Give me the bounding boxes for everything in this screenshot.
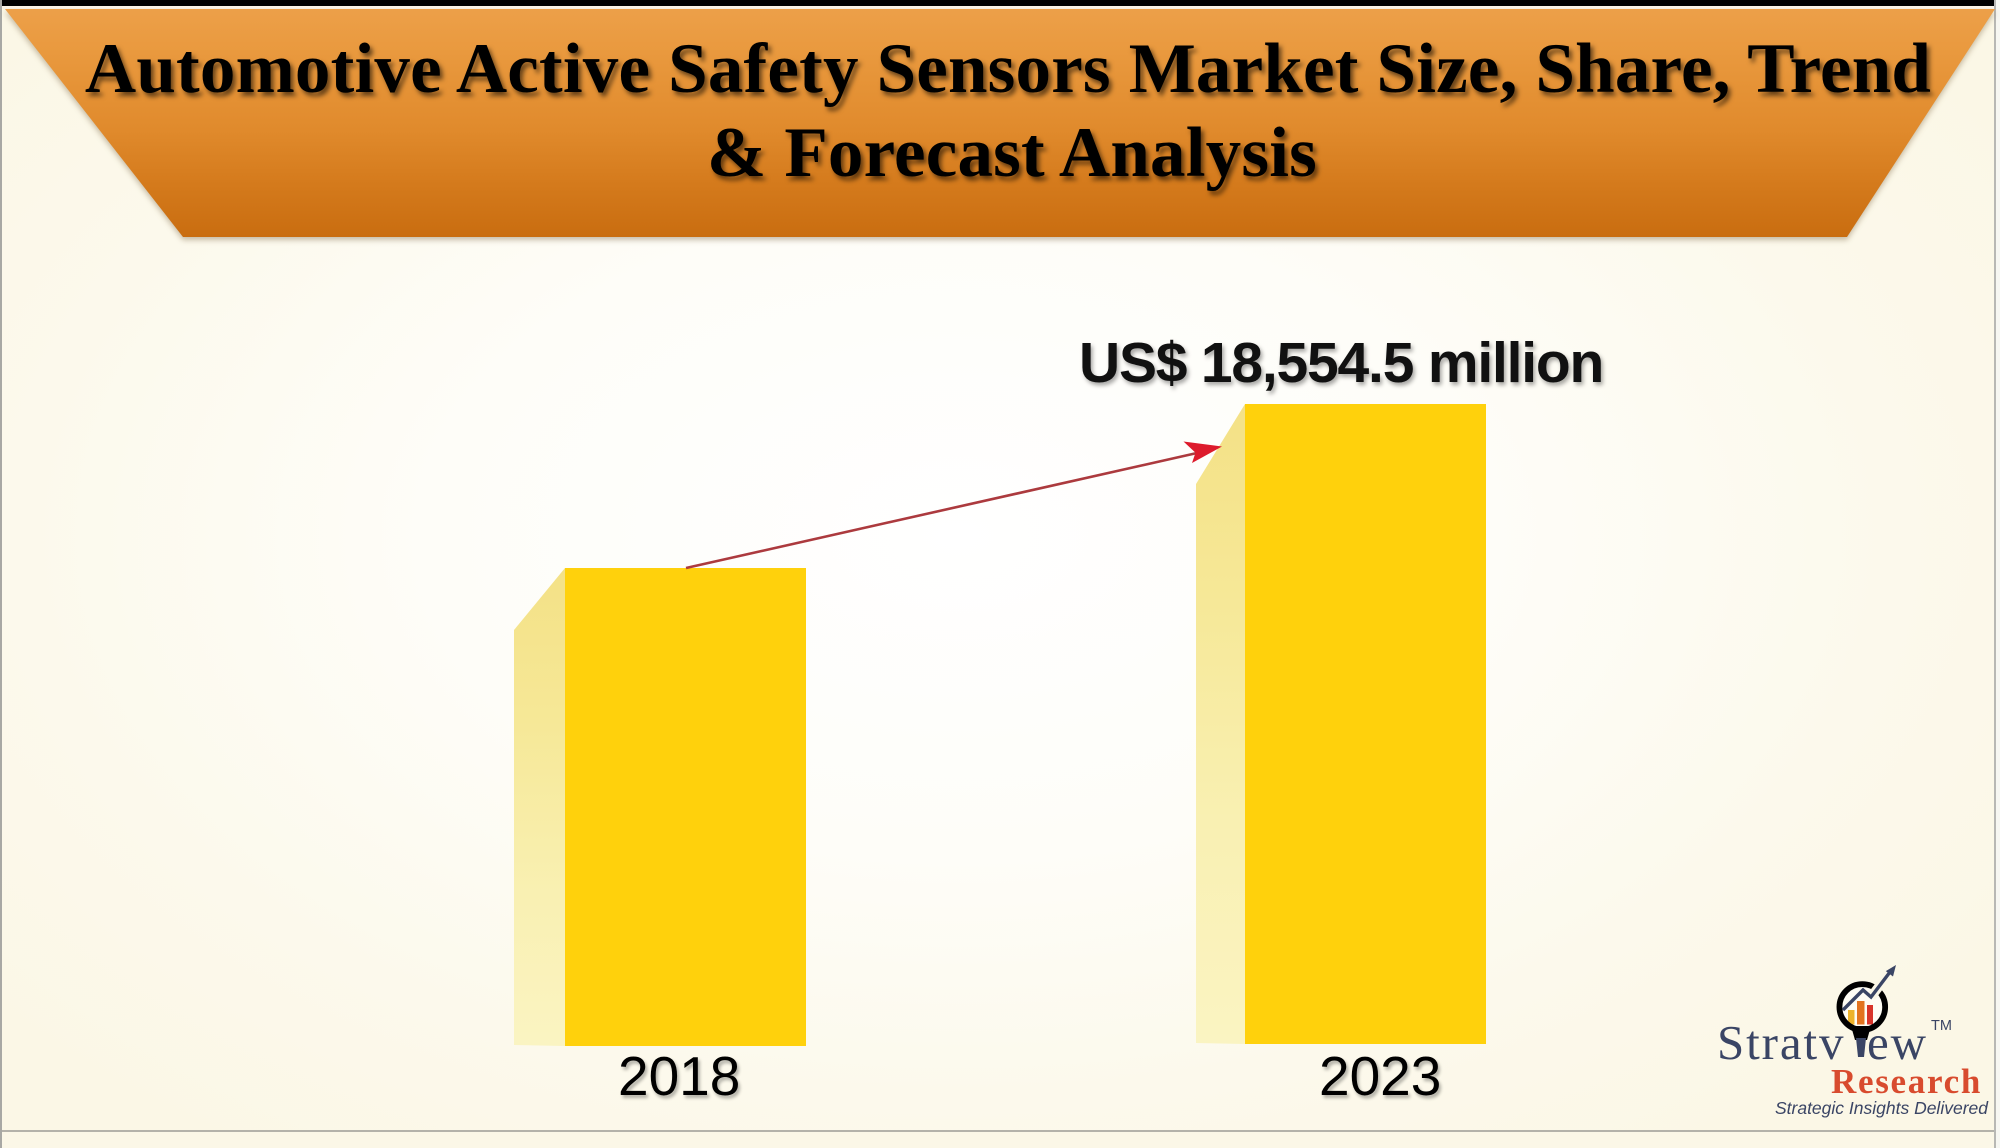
svg-text:Research: Research: [1831, 1062, 1982, 1101]
svg-text:TM: TM: [1931, 1018, 1952, 1034]
svg-text:Stratv: Stratv: [1717, 1015, 1845, 1070]
svg-text:Strategic Insights Delivered: Strategic Insights Delivered: [1775, 1098, 1989, 1118]
